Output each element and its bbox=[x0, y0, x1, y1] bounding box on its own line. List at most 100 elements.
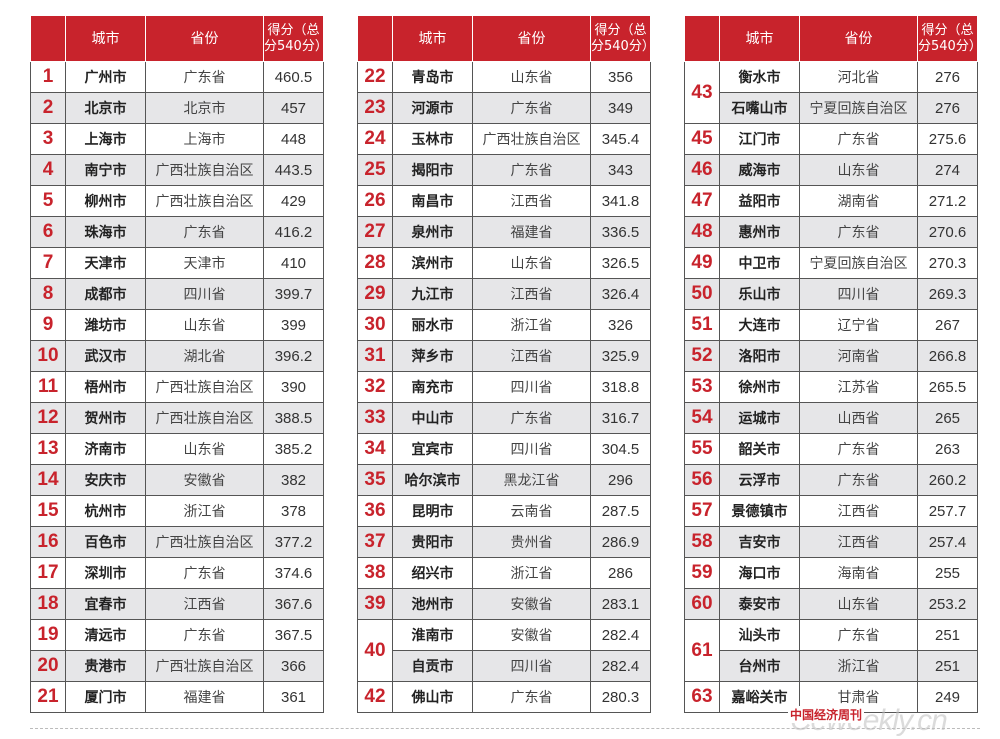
score-cell: 267 bbox=[917, 309, 978, 341]
city-cell: 成都市 bbox=[65, 278, 146, 310]
city-cell: 中卫市 bbox=[719, 247, 800, 279]
province-cell: 辽宁省 bbox=[799, 309, 918, 341]
rank-cell: 33 bbox=[357, 402, 393, 434]
province-header: 省份 bbox=[145, 15, 264, 62]
province-cell: 广东省 bbox=[799, 464, 918, 496]
rank-cell: 2 bbox=[30, 92, 66, 124]
table-row: 3 上海市 上海市 448 bbox=[30, 123, 324, 155]
province-cell: 广东省 bbox=[799, 619, 918, 651]
rank-cell: 30 bbox=[357, 309, 393, 341]
city-cell: 广州市 bbox=[65, 61, 146, 93]
rank-header bbox=[30, 15, 66, 62]
table-row: 60 泰安市 山东省 253.2 bbox=[684, 588, 978, 620]
city-cell: 乐山市 bbox=[719, 278, 800, 310]
province-cell: 天津市 bbox=[145, 247, 264, 279]
province-cell: 四川省 bbox=[145, 278, 264, 310]
score-cell: 325.9 bbox=[590, 340, 651, 372]
city-cell: 梧州市 bbox=[65, 371, 146, 403]
province-cell: 广西壮族自治区 bbox=[145, 650, 264, 682]
score-cell: 249 bbox=[917, 681, 978, 713]
province-cell: 山西省 bbox=[799, 402, 918, 434]
table-row: 58 吉安市 江西省 257.4 bbox=[684, 526, 978, 558]
city-cell: 九江市 bbox=[392, 278, 473, 310]
score-cell: 251 bbox=[917, 650, 978, 682]
province-cell: 江西省 bbox=[799, 495, 918, 527]
score-cell: 399 bbox=[263, 309, 324, 341]
score-cell: 260.2 bbox=[917, 464, 978, 496]
score-cell: 390 bbox=[263, 371, 324, 403]
table-row: 48 惠州市 广东省 270.6 bbox=[684, 216, 978, 248]
province-cell: 黑龙江省 bbox=[472, 464, 591, 496]
city-cell: 丽水市 bbox=[392, 309, 473, 341]
province-header: 省份 bbox=[472, 15, 591, 62]
table-row: 53 徐州市 江苏省 265.5 bbox=[684, 371, 978, 403]
province-cell: 宁夏回族自治区 bbox=[799, 92, 918, 124]
province-cell: 江苏省 bbox=[799, 371, 918, 403]
table-row: 29 九江市 江西省 326.4 bbox=[357, 278, 651, 310]
table-row: 46 威海市 山东省 274 bbox=[684, 154, 978, 186]
city-cell: 汕头市 bbox=[719, 619, 800, 651]
rank-cell: 48 bbox=[684, 216, 720, 248]
table-row: 4 南宁市 广西壮族自治区 443.5 bbox=[30, 154, 324, 186]
city-cell: 天津市 bbox=[65, 247, 146, 279]
province-cell: 广西壮族自治区 bbox=[472, 123, 591, 155]
rank-header bbox=[357, 15, 393, 62]
table-row: 14 安庆市 安徽省 382 bbox=[30, 464, 324, 496]
city-cell: 上海市 bbox=[65, 123, 146, 155]
table-row: 28 滨州市 山东省 326.5 bbox=[357, 247, 651, 279]
watermark-text: 中国经济周刊 bbox=[788, 706, 865, 723]
city-cell: 南昌市 bbox=[392, 185, 473, 217]
rank-cell: 59 bbox=[684, 557, 720, 589]
city-cell: 益阳市 bbox=[719, 185, 800, 217]
score-cell: 377.2 bbox=[263, 526, 324, 558]
rank-cell: 27 bbox=[357, 216, 393, 248]
province-cell: 浙江省 bbox=[472, 557, 591, 589]
rank-cell: 24 bbox=[357, 123, 393, 155]
city-cell: 清远市 bbox=[65, 619, 146, 651]
rank-cell: 32 bbox=[357, 371, 393, 403]
score-cell: 263 bbox=[917, 433, 978, 465]
province-cell: 安徽省 bbox=[145, 464, 264, 496]
table-row: 32 南充市 四川省 318.8 bbox=[357, 371, 651, 403]
score-cell: 388.5 bbox=[263, 402, 324, 434]
city-cell: 韶关市 bbox=[719, 433, 800, 465]
table-row: 2 北京市 北京市 457 bbox=[30, 92, 324, 124]
province-cell: 海南省 bbox=[799, 557, 918, 589]
table-row: 57 景德镇市 江西省 257.7 bbox=[684, 495, 978, 527]
province-cell: 江西省 bbox=[799, 526, 918, 558]
city-cell: 厦门市 bbox=[65, 681, 146, 713]
table-row: 11 梧州市 广西壮族自治区 390 bbox=[30, 371, 324, 403]
province-cell: 湖北省 bbox=[145, 340, 264, 372]
table-row: 13 济南市 山东省 385.2 bbox=[30, 433, 324, 465]
rank-cell: 63 bbox=[684, 681, 720, 713]
province-cell: 广西壮族自治区 bbox=[145, 185, 264, 217]
rank-cell: 52 bbox=[684, 340, 720, 372]
rank-cell: 35 bbox=[357, 464, 393, 496]
city-cell: 青岛市 bbox=[392, 61, 473, 93]
city-cell: 中山市 bbox=[392, 402, 473, 434]
province-cell: 广东省 bbox=[145, 557, 264, 589]
rank-cell: 9 bbox=[30, 309, 66, 341]
province-cell: 浙江省 bbox=[145, 495, 264, 527]
score-cell: 367.6 bbox=[263, 588, 324, 620]
score-cell: 416.2 bbox=[263, 216, 324, 248]
province-cell: 四川省 bbox=[472, 650, 591, 682]
province-cell: 北京市 bbox=[145, 92, 264, 124]
city-cell: 洛阳市 bbox=[719, 340, 800, 372]
city-cell: 贺州市 bbox=[65, 402, 146, 434]
city-cell: 泉州市 bbox=[392, 216, 473, 248]
city-cell: 佛山市 bbox=[392, 681, 473, 713]
table-row: 45 江门市 广东省 275.6 bbox=[684, 123, 978, 155]
province-cell: 广西壮族自治区 bbox=[145, 371, 264, 403]
city-header: 城市 bbox=[392, 15, 473, 62]
table-row: 37 贵阳市 贵州省 286.9 bbox=[357, 526, 651, 558]
rank-cell: 46 bbox=[684, 154, 720, 186]
rank-cell: 12 bbox=[30, 402, 66, 434]
table-row: 8 成都市 四川省 399.7 bbox=[30, 278, 324, 310]
score-cell: 304.5 bbox=[590, 433, 651, 465]
province-cell: 河北省 bbox=[799, 61, 918, 93]
table-row: 61 汕头市 广东省 251 bbox=[684, 619, 978, 682]
province-cell: 山东省 bbox=[799, 154, 918, 186]
rank-cell: 28 bbox=[357, 247, 393, 279]
table-row: 40 淮南市 安徽省 282.4 bbox=[357, 619, 651, 682]
